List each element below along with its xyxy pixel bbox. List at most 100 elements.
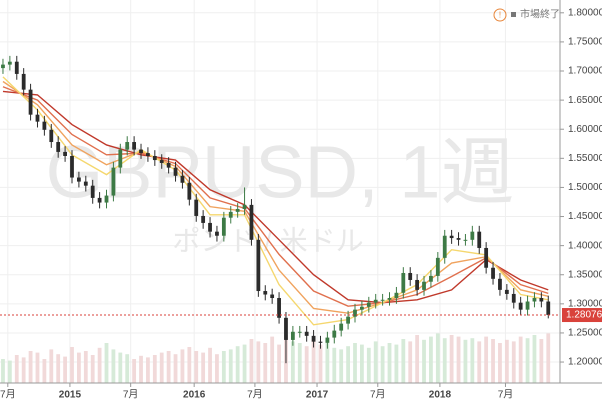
y-tick-label: 1.30000 xyxy=(568,298,602,309)
volume-bar xyxy=(511,341,516,383)
candle-body xyxy=(532,298,537,302)
candle-body xyxy=(49,129,54,143)
volume-bar xyxy=(90,355,95,383)
volume-bar xyxy=(325,343,330,383)
candle-body xyxy=(546,301,551,315)
y-tick-label: 1.65000 xyxy=(568,95,602,106)
candle-body xyxy=(97,197,102,203)
volume-bar xyxy=(277,344,281,383)
volume-bar xyxy=(28,351,33,383)
candle-body xyxy=(318,341,323,343)
candle-body xyxy=(180,175,185,183)
candle-body xyxy=(242,204,247,209)
candle-body xyxy=(277,298,281,318)
x-tick-label: 7月 xyxy=(247,389,263,401)
volume-bar xyxy=(139,355,143,383)
candle-body xyxy=(173,167,178,176)
volume-bar xyxy=(415,335,420,383)
volume-bar xyxy=(429,336,433,383)
candle-body xyxy=(21,73,26,90)
volume-bar xyxy=(456,336,461,383)
volume-bar xyxy=(42,359,47,383)
candle-body xyxy=(139,149,143,154)
volume-bar xyxy=(166,351,171,383)
status-icon xyxy=(493,8,507,22)
candle-body xyxy=(111,167,116,196)
volume-bar xyxy=(346,346,350,383)
y-tick-label: 1.55000 xyxy=(568,153,602,164)
candle-body xyxy=(373,299,378,303)
volume-bar xyxy=(235,346,240,383)
volume-bar xyxy=(360,344,364,383)
candle-body xyxy=(401,272,406,293)
volume-bar xyxy=(249,339,254,383)
volume-bar xyxy=(242,344,247,383)
candle-body xyxy=(146,153,150,156)
volume-bar xyxy=(270,336,275,383)
candle-body xyxy=(394,292,399,299)
candle-body xyxy=(132,142,137,150)
volume-bar xyxy=(187,347,192,383)
volume-bar xyxy=(504,339,509,383)
candle-body xyxy=(152,155,157,161)
volume-bar xyxy=(518,336,523,383)
moving-average xyxy=(2,90,549,304)
volume-bar xyxy=(373,341,378,383)
candle-body xyxy=(518,302,523,310)
candle-body xyxy=(366,302,371,307)
candle-body xyxy=(76,177,81,182)
candle-body xyxy=(511,293,516,303)
volume-bar xyxy=(21,357,26,383)
candle-body xyxy=(387,298,392,300)
status-text: 市場終了 xyxy=(520,8,560,21)
volume-bar xyxy=(470,338,475,383)
candle-body xyxy=(187,182,192,200)
watermark: GBPUSD, 1週 xyxy=(46,131,515,214)
x-tick-label: 2018 xyxy=(429,390,452,401)
candle-body xyxy=(7,61,12,65)
moving-average xyxy=(2,76,549,326)
candle-layer xyxy=(1,55,551,364)
candle-body xyxy=(166,162,171,168)
y-tick-label: 1.20000 xyxy=(568,357,602,368)
volume-bar xyxy=(353,343,357,383)
volume-bar xyxy=(7,360,12,383)
volume-bar xyxy=(498,343,502,383)
volume-bar xyxy=(525,338,530,383)
volume-bar xyxy=(180,349,185,383)
volume-bar xyxy=(422,339,426,383)
volume-bar xyxy=(221,351,226,383)
candle-body xyxy=(456,238,461,240)
candle-body xyxy=(422,281,426,290)
moving-average xyxy=(2,86,549,307)
status-icon-glyph: ! xyxy=(499,11,501,20)
volume-bar xyxy=(76,352,81,383)
volume-bar xyxy=(311,339,316,383)
volume-bar xyxy=(394,344,399,383)
grid xyxy=(0,0,560,383)
x-tick-label: 7月 xyxy=(0,389,16,401)
candle-body xyxy=(339,323,344,331)
volume-bar xyxy=(56,354,61,383)
candle-body xyxy=(28,89,33,115)
candle-body xyxy=(304,331,309,336)
volume-bar xyxy=(339,349,344,383)
volume-bar xyxy=(146,357,150,383)
candle-body xyxy=(118,149,123,168)
volume-bar xyxy=(366,347,371,383)
volume-bar xyxy=(208,347,212,383)
candle-body xyxy=(14,61,19,74)
y-tick-label: 1.80000 xyxy=(568,7,602,18)
volume-bar xyxy=(111,349,116,383)
volume-bar xyxy=(387,343,392,383)
candle-body xyxy=(228,211,233,218)
volume-bar xyxy=(380,346,385,383)
candle-body xyxy=(1,64,5,69)
volume-bar xyxy=(491,339,495,383)
candle-body xyxy=(353,309,357,317)
volume-bar xyxy=(318,344,323,383)
y-tick-label: 1.75000 xyxy=(568,37,602,48)
candle-body xyxy=(263,291,268,295)
x-tick-label: 7月 xyxy=(370,389,386,401)
